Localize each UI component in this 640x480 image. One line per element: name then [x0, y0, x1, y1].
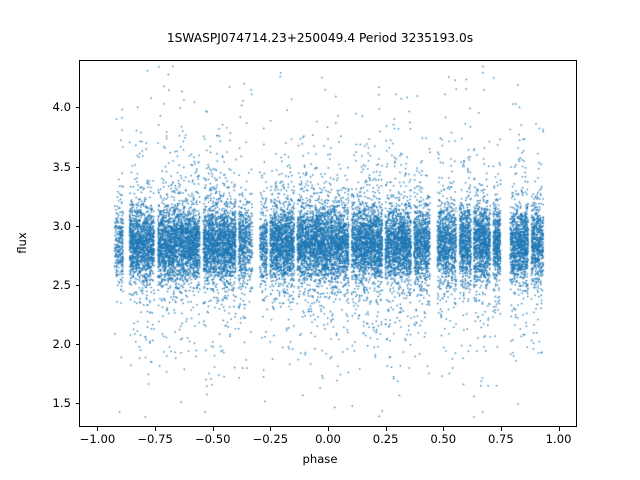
y-tick-label: 1.5: [52, 396, 71, 411]
scatter-plot-canvas: [80, 61, 578, 428]
y-tick-label: 3.0: [52, 218, 71, 233]
x-tick-mark: [385, 427, 387, 431]
x-tick-label: 0.00: [315, 432, 341, 446]
y-tick-label: 2.0: [52, 337, 71, 352]
x-tick-label: −0.75: [137, 432, 173, 446]
x-tick-mark: [500, 427, 502, 431]
x-axis-label: phase: [302, 452, 338, 466]
x-tick-mark: [212, 427, 214, 431]
x-tick-label: −1.00: [79, 432, 116, 446]
x-tick-label: 0.25: [372, 432, 399, 446]
page-title: 1SWASPJ074714.23+250049.4 Period 3235193…: [166, 31, 474, 45]
y-tick-label: 3.5: [52, 159, 71, 174]
x-tick-mark: [97, 427, 99, 431]
y-tick-label: 4.0: [52, 100, 71, 115]
y-tick-label: 2.5: [52, 277, 71, 292]
x-tick-label: −0.50: [194, 432, 231, 446]
y-tick-mark: [75, 344, 79, 346]
x-tick-mark: [155, 427, 157, 431]
x-tick-label: 1.00: [545, 432, 572, 446]
x-tick-label: 0.75: [487, 432, 514, 446]
x-tick-mark: [558, 427, 560, 431]
x-tick-mark: [443, 427, 445, 431]
x-tick-label: 0.50: [430, 432, 457, 446]
y-tick-mark: [75, 284, 79, 286]
x-tick-mark: [270, 427, 272, 431]
y-tick-mark: [75, 225, 79, 227]
x-tick-mark: [328, 427, 329, 431]
y-axis-label: flux: [15, 232, 29, 254]
y-tick-mark: [75, 166, 79, 168]
y-tick-mark: [75, 403, 79, 405]
plot-axes: [79, 60, 578, 428]
x-tick-label: −0.25: [252, 432, 289, 446]
y-tick-mark: [75, 107, 79, 109]
